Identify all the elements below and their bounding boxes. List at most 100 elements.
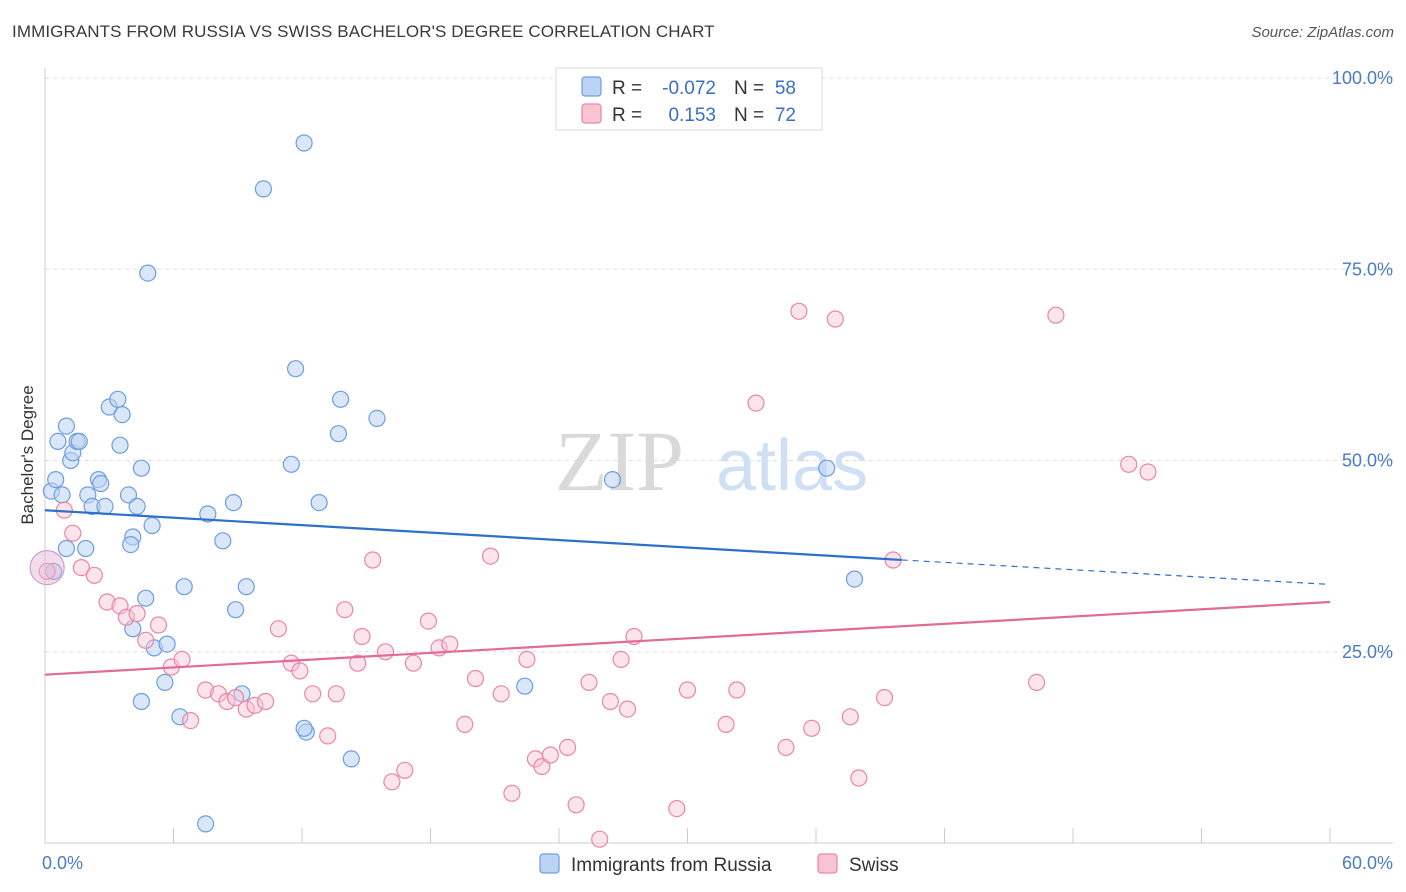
russia-point-2 bbox=[53, 486, 71, 504]
bottom-legend-label-russia: Immigrants from Russia bbox=[571, 855, 772, 876]
russia-point-33 bbox=[199, 505, 217, 523]
swiss-point-71 bbox=[1139, 463, 1157, 481]
swiss-point-49 bbox=[580, 673, 598, 692]
swiss-point-41 bbox=[492, 685, 510, 703]
swiss-point-70 bbox=[1120, 455, 1138, 473]
swiss-point-48 bbox=[567, 796, 585, 814]
swiss-point-65 bbox=[850, 769, 868, 787]
russia-point-19 bbox=[128, 497, 146, 515]
swiss-point-52 bbox=[612, 650, 630, 669]
y-tick-label-25: 25.0% bbox=[1342, 642, 1393, 662]
watermark: ZIP atlas bbox=[555, 413, 868, 509]
russia-point-43 bbox=[295, 719, 313, 737]
swiss-point-60 bbox=[777, 738, 795, 757]
trend-lines bbox=[44, 509, 1331, 676]
y-tick-label-75: 75.0% bbox=[1342, 259, 1393, 279]
swiss-point-47 bbox=[558, 738, 577, 757]
swiss-point-64 bbox=[841, 708, 859, 726]
swiss-point-33 bbox=[396, 761, 414, 779]
swiss-point-10 bbox=[149, 616, 168, 634]
swiss-point-29 bbox=[353, 627, 371, 646]
swiss-trend-line bbox=[44, 600, 1331, 676]
swiss-point-26 bbox=[327, 685, 345, 703]
swiss-point-7 bbox=[117, 608, 136, 626]
gridlines bbox=[45, 77, 1393, 653]
swiss-point-14 bbox=[197, 681, 215, 699]
russia-point-32 bbox=[171, 708, 189, 726]
swiss-point-40 bbox=[481, 547, 500, 565]
y-tick-label-100: 100.0% bbox=[1332, 68, 1393, 88]
russia-point-31 bbox=[175, 578, 193, 596]
x-axis-ticks bbox=[44, 828, 1331, 843]
legend-n-label-swiss: N = bbox=[734, 105, 764, 126]
swiss-point-0 bbox=[38, 562, 56, 581]
russia-point-4 bbox=[57, 417, 76, 435]
swiss-point-30 bbox=[364, 551, 382, 569]
russia-point-56 bbox=[57, 539, 76, 558]
russia-point-53 bbox=[845, 570, 864, 588]
swiss-point-12 bbox=[173, 650, 191, 669]
russia-point-35 bbox=[224, 494, 243, 512]
stats-legend: R = -0.072 N = 58 R = 0.153 N = 72 bbox=[555, 67, 823, 131]
swiss-point-21 bbox=[269, 620, 287, 638]
legend-n-value-russia: 58 bbox=[775, 78, 796, 99]
swiss-point-2 bbox=[64, 524, 82, 542]
swiss-point-5 bbox=[98, 593, 116, 611]
swiss-point-28 bbox=[349, 654, 367, 672]
swiss-point-13 bbox=[182, 711, 200, 730]
russia-point-34 bbox=[214, 532, 232, 550]
russia-point-29 bbox=[156, 673, 174, 692]
russia-point-24 bbox=[143, 516, 161, 535]
russia-point-49 bbox=[295, 134, 313, 152]
russia-point-12 bbox=[92, 474, 110, 493]
swiss-point-57 bbox=[717, 715, 735, 734]
russia-point-15 bbox=[109, 390, 127, 408]
russia-point-20 bbox=[132, 459, 150, 477]
swiss-point-3 bbox=[72, 558, 91, 577]
swiss-point-56 bbox=[678, 681, 697, 699]
russia-point-22 bbox=[122, 535, 140, 554]
russia-point-36 bbox=[227, 601, 245, 619]
russia-point-17 bbox=[111, 436, 129, 454]
swiss-point-55 bbox=[668, 799, 686, 818]
russia-point-46 bbox=[342, 750, 360, 768]
swiss-point-20 bbox=[257, 692, 275, 711]
legend-n-value-swiss: 72 bbox=[775, 105, 796, 126]
russia-point-50 bbox=[139, 264, 157, 282]
y-tick-label-50: 50.0% bbox=[1342, 451, 1393, 471]
swiss-point-32 bbox=[383, 773, 401, 791]
russia-point-52 bbox=[818, 459, 836, 477]
swiss-point-31 bbox=[376, 643, 395, 661]
y-tick-labels: 25.0% 50.0% 75.0% 100.0% bbox=[1332, 68, 1393, 662]
russia-point-28 bbox=[158, 635, 176, 653]
y-axis-title: Bachelor's Degree bbox=[18, 385, 37, 524]
swiss-point-45 bbox=[533, 757, 551, 776]
russia-point-23 bbox=[77, 539, 95, 558]
swiss-point-4 bbox=[85, 566, 103, 584]
russia-point-30 bbox=[132, 692, 150, 711]
swiss-point-46 bbox=[541, 746, 560, 764]
swiss-point-51 bbox=[601, 692, 620, 711]
russia-point-8 bbox=[70, 432, 88, 450]
x-tick-label-max: 60.0% bbox=[1342, 853, 1393, 873]
russia-point-1 bbox=[47, 471, 65, 489]
russia-point-16 bbox=[113, 406, 131, 424]
swiss-point-8 bbox=[128, 604, 146, 623]
russia-point-54 bbox=[516, 677, 534, 695]
swiss-point-18 bbox=[237, 700, 255, 718]
swiss-point-27 bbox=[336, 601, 354, 619]
legend-r-value-russia: -0.072 bbox=[662, 78, 716, 99]
russia-point-3 bbox=[49, 432, 67, 450]
bottom-legend-label-swiss: Swiss bbox=[849, 855, 899, 876]
bottom-legend-swatch-swiss bbox=[817, 853, 838, 874]
russia-point-45 bbox=[329, 425, 347, 443]
swiss-point-34 bbox=[404, 654, 422, 672]
series-swiss-points bbox=[29, 302, 1157, 848]
chart-title: IMMIGRANTS FROM RUSSIA VS SWISS BACHELOR… bbox=[12, 22, 715, 41]
swiss-point-68 bbox=[1027, 673, 1046, 692]
swiss-point-35 bbox=[419, 612, 437, 630]
swiss-point-9 bbox=[137, 631, 155, 649]
russia-point-48 bbox=[254, 180, 272, 198]
swiss-point-58 bbox=[728, 681, 746, 699]
russia-point-39 bbox=[287, 360, 305, 378]
